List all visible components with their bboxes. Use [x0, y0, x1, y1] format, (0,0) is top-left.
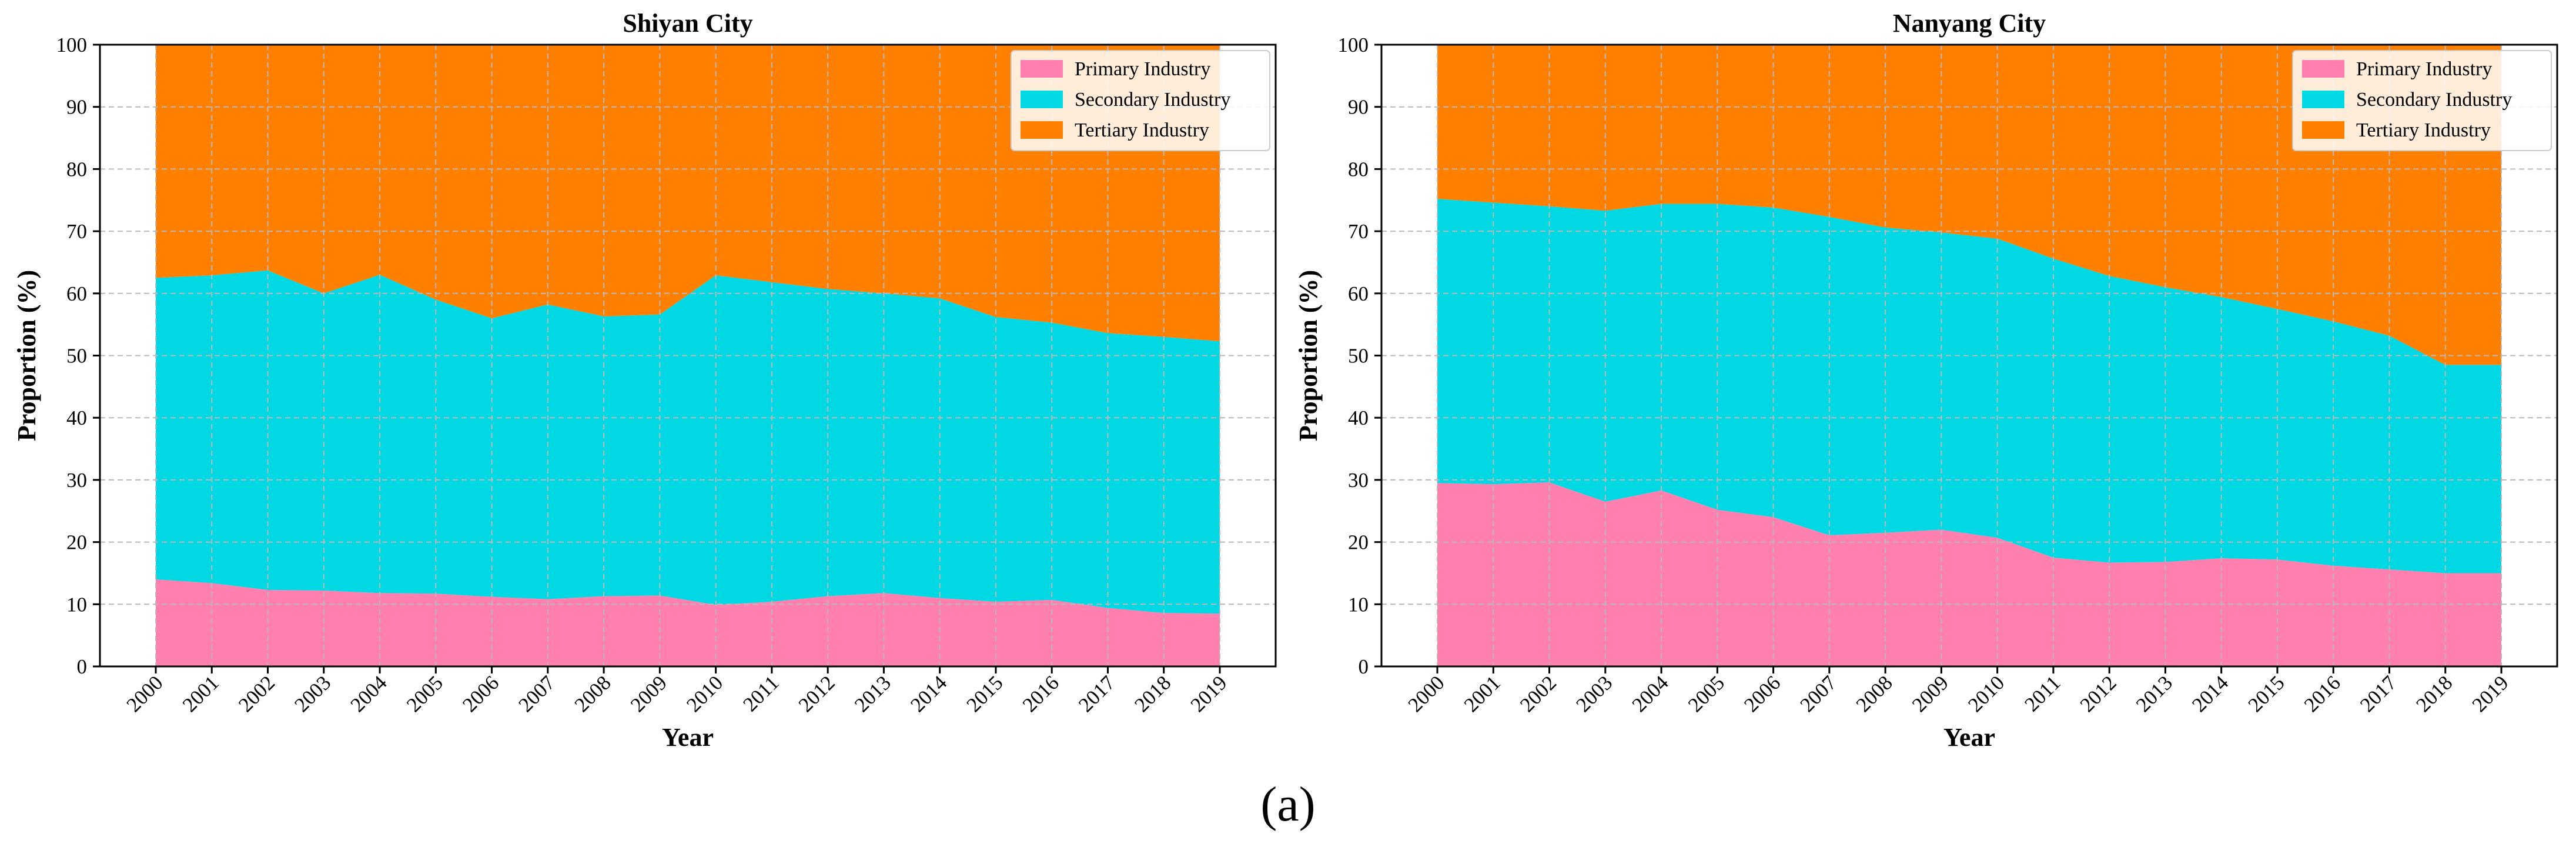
legend-label-secondary-industry: Secondary Industry: [2356, 89, 2512, 111]
x-tick-label: 2012: [2076, 671, 2121, 716]
x-tick-label: 2003: [1571, 671, 1617, 716]
x-tick-label: 2014: [906, 671, 951, 716]
y-axis-label: Proportion (%): [12, 270, 41, 441]
legend-label-primary-industry: Primary Industry: [1075, 58, 1210, 80]
y-tick-label: 0: [77, 655, 88, 678]
x-tick-label: 2011: [2020, 671, 2065, 716]
y-tick-label: 70: [1348, 220, 1369, 243]
legend-label-tertiary-industry: Tertiary Industry: [1075, 119, 1209, 141]
y-tick-label: 90: [1348, 96, 1369, 119]
x-tick-label: 2007: [1795, 671, 1841, 716]
x-tick-label: 2019: [2468, 671, 2513, 716]
x-tick-label: 2000: [122, 671, 168, 716]
x-tick-label: 2005: [1684, 671, 1729, 716]
legend-swatch-primary-industry: [2302, 60, 2344, 78]
x-tick-label: 2011: [738, 671, 783, 716]
legend-swatch-secondary-industry: [1021, 91, 1063, 108]
legend-swatch-secondary-industry: [2302, 91, 2344, 108]
y-tick-label: 40: [66, 406, 87, 429]
y-tick-label: 70: [66, 220, 87, 243]
area-secondary-industry: [156, 270, 1220, 614]
x-tick-label: 2006: [458, 671, 503, 716]
y-tick-label: 0: [1359, 655, 1369, 678]
area-tertiary-industry: [1437, 45, 2501, 365]
x-tick-label: 2003: [290, 671, 335, 716]
y-tick-label: 10: [66, 593, 87, 616]
area-primary-industry: [156, 579, 1220, 666]
x-tick-label: 2004: [1628, 671, 1673, 716]
legend: Primary Industry Secondary Industry Tertia…: [2292, 50, 2552, 151]
x-tick-label: 2001: [178, 671, 223, 716]
y-tick-label: 40: [1348, 406, 1369, 429]
legend-swatch-tertiary-industry: [1021, 121, 1063, 139]
chart-title: Shiyan City: [623, 9, 752, 38]
legend-box: [2292, 50, 2552, 151]
chart-title: Nanyang City: [1893, 9, 2046, 38]
y-tick-label: 20: [66, 531, 87, 554]
y-tick-label: 50: [66, 345, 87, 368]
x-tick-label: 2001: [1460, 671, 1505, 716]
figure-label: (a): [1260, 777, 1315, 832]
x-tick-label: 2019: [1186, 671, 1232, 716]
legend-box: [1011, 50, 1270, 151]
y-tick-label: 50: [1348, 345, 1369, 368]
legend-label-secondary-industry: Secondary Industry: [1075, 89, 1230, 111]
y-tick-label: 80: [1348, 158, 1369, 181]
x-tick-label: 2015: [2244, 671, 2289, 716]
x-tick-label: 2004: [346, 671, 392, 716]
area-primary-industry: [1437, 482, 2501, 666]
y-tick-label: 80: [66, 158, 87, 181]
x-tick-label: 2002: [1516, 671, 1561, 716]
x-tick-label: 2014: [2187, 671, 2233, 716]
x-tick-label: 2016: [1018, 671, 1063, 716]
x-tick-label: 2005: [402, 671, 447, 716]
legend: Primary Industry Secondary Industry Tertia…: [1011, 50, 1270, 151]
y-tick-label: 30: [1348, 469, 1369, 492]
x-tick-label: 2008: [570, 671, 615, 716]
x-tick-label: 2009: [626, 671, 671, 716]
x-tick-label: 2017: [2356, 671, 2401, 716]
x-axis-label: Year: [1943, 723, 1995, 752]
y-tick-label: 90: [66, 96, 87, 119]
y-axis-label: Proportion (%): [1294, 270, 1323, 441]
y-tick-label: 30: [66, 469, 87, 492]
x-tick-label: 2000: [1404, 671, 1449, 716]
x-tick-label: 2013: [850, 671, 895, 716]
x-tick-label: 2012: [794, 671, 839, 716]
x-tick-label: 2018: [1130, 671, 1175, 716]
y-tick-label: 20: [1348, 531, 1369, 554]
x-tick-label: 2010: [682, 671, 727, 716]
x-tick-label: 2016: [2300, 671, 2345, 716]
legend-swatch-primary-industry: [1021, 60, 1063, 78]
x-tick-label: 2013: [2132, 671, 2177, 716]
x-tick-label: 2007: [514, 671, 559, 716]
y-tick-label: 100: [1338, 34, 1369, 56]
area-tertiary-industry: [156, 45, 1220, 342]
legend-label-primary-industry: Primary Industry: [2356, 58, 2492, 80]
y-tick-label: 100: [56, 34, 88, 56]
x-tick-label: 2015: [962, 671, 1008, 716]
x-tick-label: 2009: [1908, 671, 1953, 716]
x-axis-label: Year: [662, 723, 714, 752]
x-tick-label: 2006: [1739, 671, 1785, 716]
x-tick-label: 2017: [1074, 671, 1119, 716]
x-tick-label: 2010: [1963, 671, 2009, 716]
x-tick-label: 2018: [2411, 671, 2457, 716]
x-tick-label: 2002: [234, 671, 279, 716]
y-tick-label: 10: [1348, 593, 1369, 616]
legend-label-tertiary-industry: Tertiary Industry: [2356, 119, 2491, 141]
y-tick-label: 60: [66, 282, 87, 305]
y-tick-label: 60: [1348, 282, 1369, 305]
legend-swatch-tertiary-industry: [2302, 121, 2344, 139]
x-tick-label: 2008: [1852, 671, 1897, 716]
